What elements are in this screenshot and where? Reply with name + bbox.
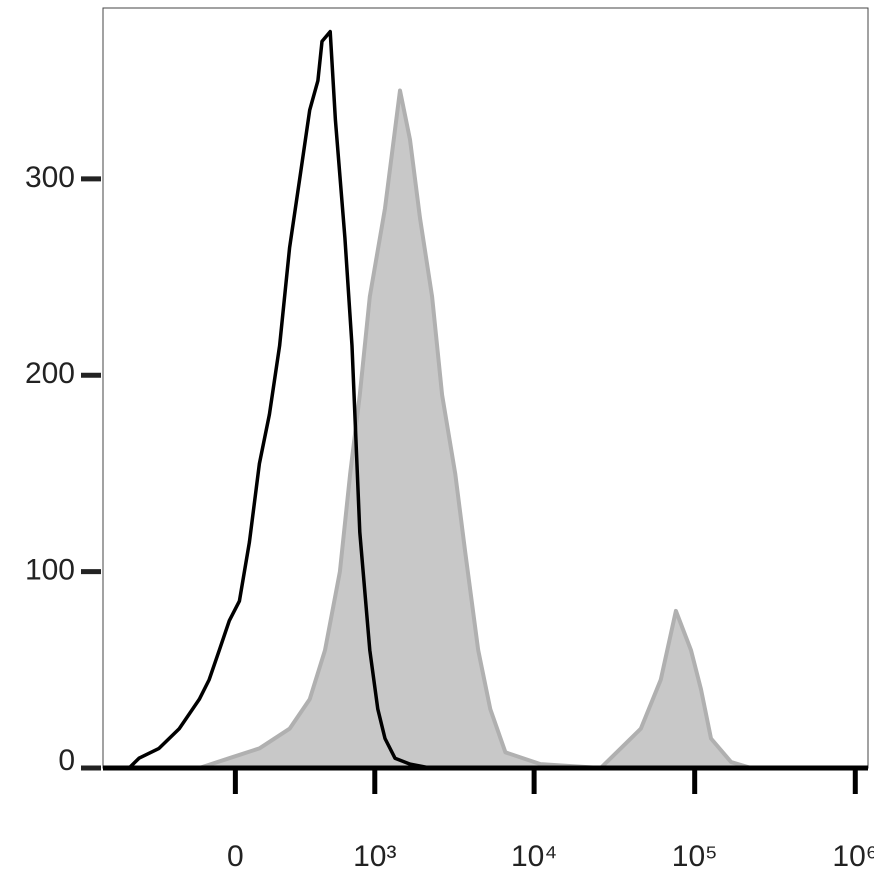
y-tick-label: 100 [25,554,75,587]
x-tick-label: 10⁶ [832,840,874,873]
x-tick-label: 0 [227,840,244,873]
histogram-line [127,29,431,770]
x-tick-label: 10³ [353,840,396,873]
x-tick-label: 10⁴ [511,840,557,873]
histogram-area [197,88,754,770]
y-tick-label: 0 [58,744,75,777]
y-tick-label: 300 [25,161,75,194]
y-tick-label: 200 [25,357,75,390]
x-tick-label: 10⁵ [672,840,718,873]
